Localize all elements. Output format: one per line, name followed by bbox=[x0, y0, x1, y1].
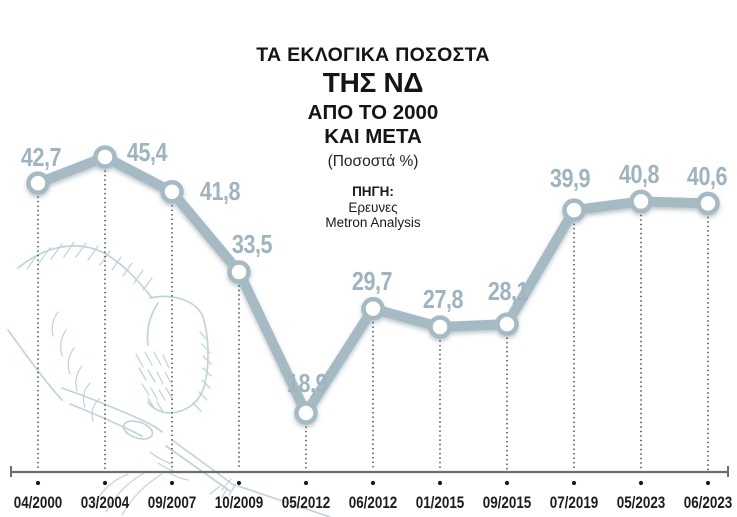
axis-tick-dot bbox=[102, 480, 108, 486]
data-point-marker bbox=[160, 180, 184, 204]
data-point-marker bbox=[629, 189, 653, 214]
data-point-marker bbox=[294, 401, 318, 425]
axis-tick-dot bbox=[437, 480, 443, 486]
hand-pencil-illustration bbox=[7, 241, 331, 517]
hand-finger-edge-hatching bbox=[192, 331, 212, 412]
hand-thumbnail bbox=[122, 420, 154, 440]
hand-thumb-contour-bottom bbox=[69, 403, 143, 437]
hand-center-hatching bbox=[135, 351, 173, 413]
axis-tick-dot bbox=[571, 480, 577, 486]
data-point-marker bbox=[361, 296, 385, 321]
value-label: 29,7 bbox=[352, 267, 392, 296]
x-tick-label: 10/2009 bbox=[215, 494, 264, 513]
x-tick-label: 06/2023 bbox=[684, 494, 733, 513]
x-tick-label: 09/2015 bbox=[483, 494, 532, 513]
value-label: 39,9 bbox=[550, 164, 590, 193]
guide-lines-layer bbox=[37, 170, 709, 471]
value-label: 27,8 bbox=[423, 285, 463, 314]
x-axis bbox=[10, 466, 729, 486]
x-tick-label: 06/2012 bbox=[349, 494, 398, 513]
hand-index-finger-contour bbox=[147, 295, 209, 414]
x-tick-label: 01/2015 bbox=[416, 494, 465, 513]
data-point-marker bbox=[26, 171, 50, 195]
value-label: 18,9 bbox=[287, 369, 327, 398]
axis-tick-dot bbox=[35, 480, 41, 486]
pencil-shaft bbox=[165, 439, 236, 492]
axis-tick-dot bbox=[303, 480, 309, 486]
x-tick-label: 05/2012 bbox=[282, 494, 331, 513]
x-tick-label: 09/2007 bbox=[148, 494, 197, 513]
value-label: 40,8 bbox=[619, 160, 659, 189]
value-labels-layer: 42,7 45,4 41,8 33,5 18,9 29,7 27,8 28,1 39,9 40,8… bbox=[21, 138, 728, 398]
data-point-marker bbox=[227, 260, 251, 284]
data-point-marker bbox=[93, 145, 117, 169]
data-point-marker bbox=[495, 312, 519, 336]
hand-cuff-hatching bbox=[91, 471, 163, 516]
value-label: 45,4 bbox=[127, 138, 168, 167]
x-tick-label: 07/2019 bbox=[550, 494, 599, 513]
value-label: 40,6 bbox=[687, 162, 727, 191]
hand-thumb-contour-top bbox=[61, 387, 163, 433]
x-tick-label: 03/2004 bbox=[81, 494, 130, 513]
pencil-tip-hatching bbox=[209, 478, 237, 499]
hand-palm-edge-hatching bbox=[51, 311, 100, 422]
data-point-marker bbox=[428, 315, 452, 339]
axis-tick-dot bbox=[370, 480, 376, 486]
hand-pinch-hatching bbox=[149, 451, 189, 481]
hand-ridge-hatching bbox=[26, 241, 153, 291]
data-series-layer bbox=[26, 145, 720, 425]
axis-tick-dot bbox=[504, 480, 510, 486]
x-tick-labels-layer: 04/2000 03/2004 09/2007 10/2009 05/2012 06/20… bbox=[14, 494, 733, 513]
axis-tick-dot bbox=[169, 480, 175, 486]
value-label: 28,1 bbox=[488, 277, 528, 306]
value-label: 42,7 bbox=[21, 143, 61, 172]
data-point-marker bbox=[696, 191, 720, 216]
hand-ridge-contour bbox=[17, 245, 153, 299]
value-label: 33,5 bbox=[232, 230, 272, 259]
hand-wrist-contour bbox=[7, 329, 63, 401]
axis-tick-dot bbox=[705, 480, 711, 486]
hand-knuckle-line bbox=[146, 302, 159, 346]
data-point-marker bbox=[562, 198, 586, 222]
x-tick-label: 04/2000 bbox=[14, 494, 63, 513]
value-label: 41,8 bbox=[200, 177, 240, 206]
pencil-drawn-line bbox=[237, 485, 331, 517]
axis-tick-dot bbox=[236, 480, 242, 486]
axis-tick-dot bbox=[638, 480, 644, 486]
x-tick-label: 05/2023 bbox=[617, 494, 666, 513]
